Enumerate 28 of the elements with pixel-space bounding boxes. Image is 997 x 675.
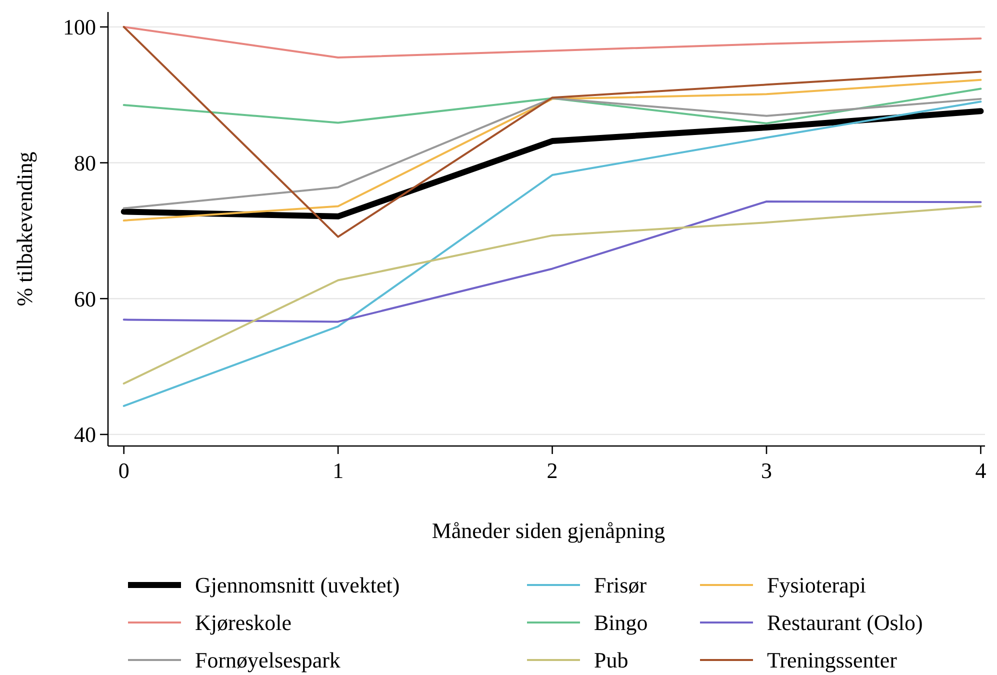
y-tick-label: 60 [74,286,96,312]
y-tick-label: 80 [74,150,96,176]
x-axis-title: Måneder siden gjenåpning [432,518,666,543]
line-series [122,78,982,222]
y-tick-label: 40 [74,422,96,448]
line-series [122,200,982,323]
line-series [122,100,982,407]
y-axis-title: % tilbakevending [12,152,37,306]
y-tick-label: 100 [63,14,96,40]
line-series [122,26,982,238]
line-series [122,205,982,385]
x-tick-label: 1 [332,458,344,483]
legend-label: Restaurant (Oslo) [767,610,923,636]
line-series [122,97,982,210]
x-tick-label: 3 [761,458,772,483]
legend-label: Treningssenter [767,648,898,673]
x-tick-label: 2 [546,458,558,483]
legend-label: Gjennomsnitt (uvektet) [195,572,400,598]
x-tick-label: 0 [118,458,130,483]
legend-label: Bingo [594,610,648,636]
legend-label: Fornøyelsespark [195,648,340,673]
legend-label: Kjøreskole [195,610,292,636]
legend-label: Fysioterapi [767,572,866,598]
line-series [122,88,982,124]
legend-label: Pub [594,648,628,673]
legend-label: Frisør [594,572,648,598]
line-series [122,26,982,59]
x-tick-label: 4 [975,458,986,483]
